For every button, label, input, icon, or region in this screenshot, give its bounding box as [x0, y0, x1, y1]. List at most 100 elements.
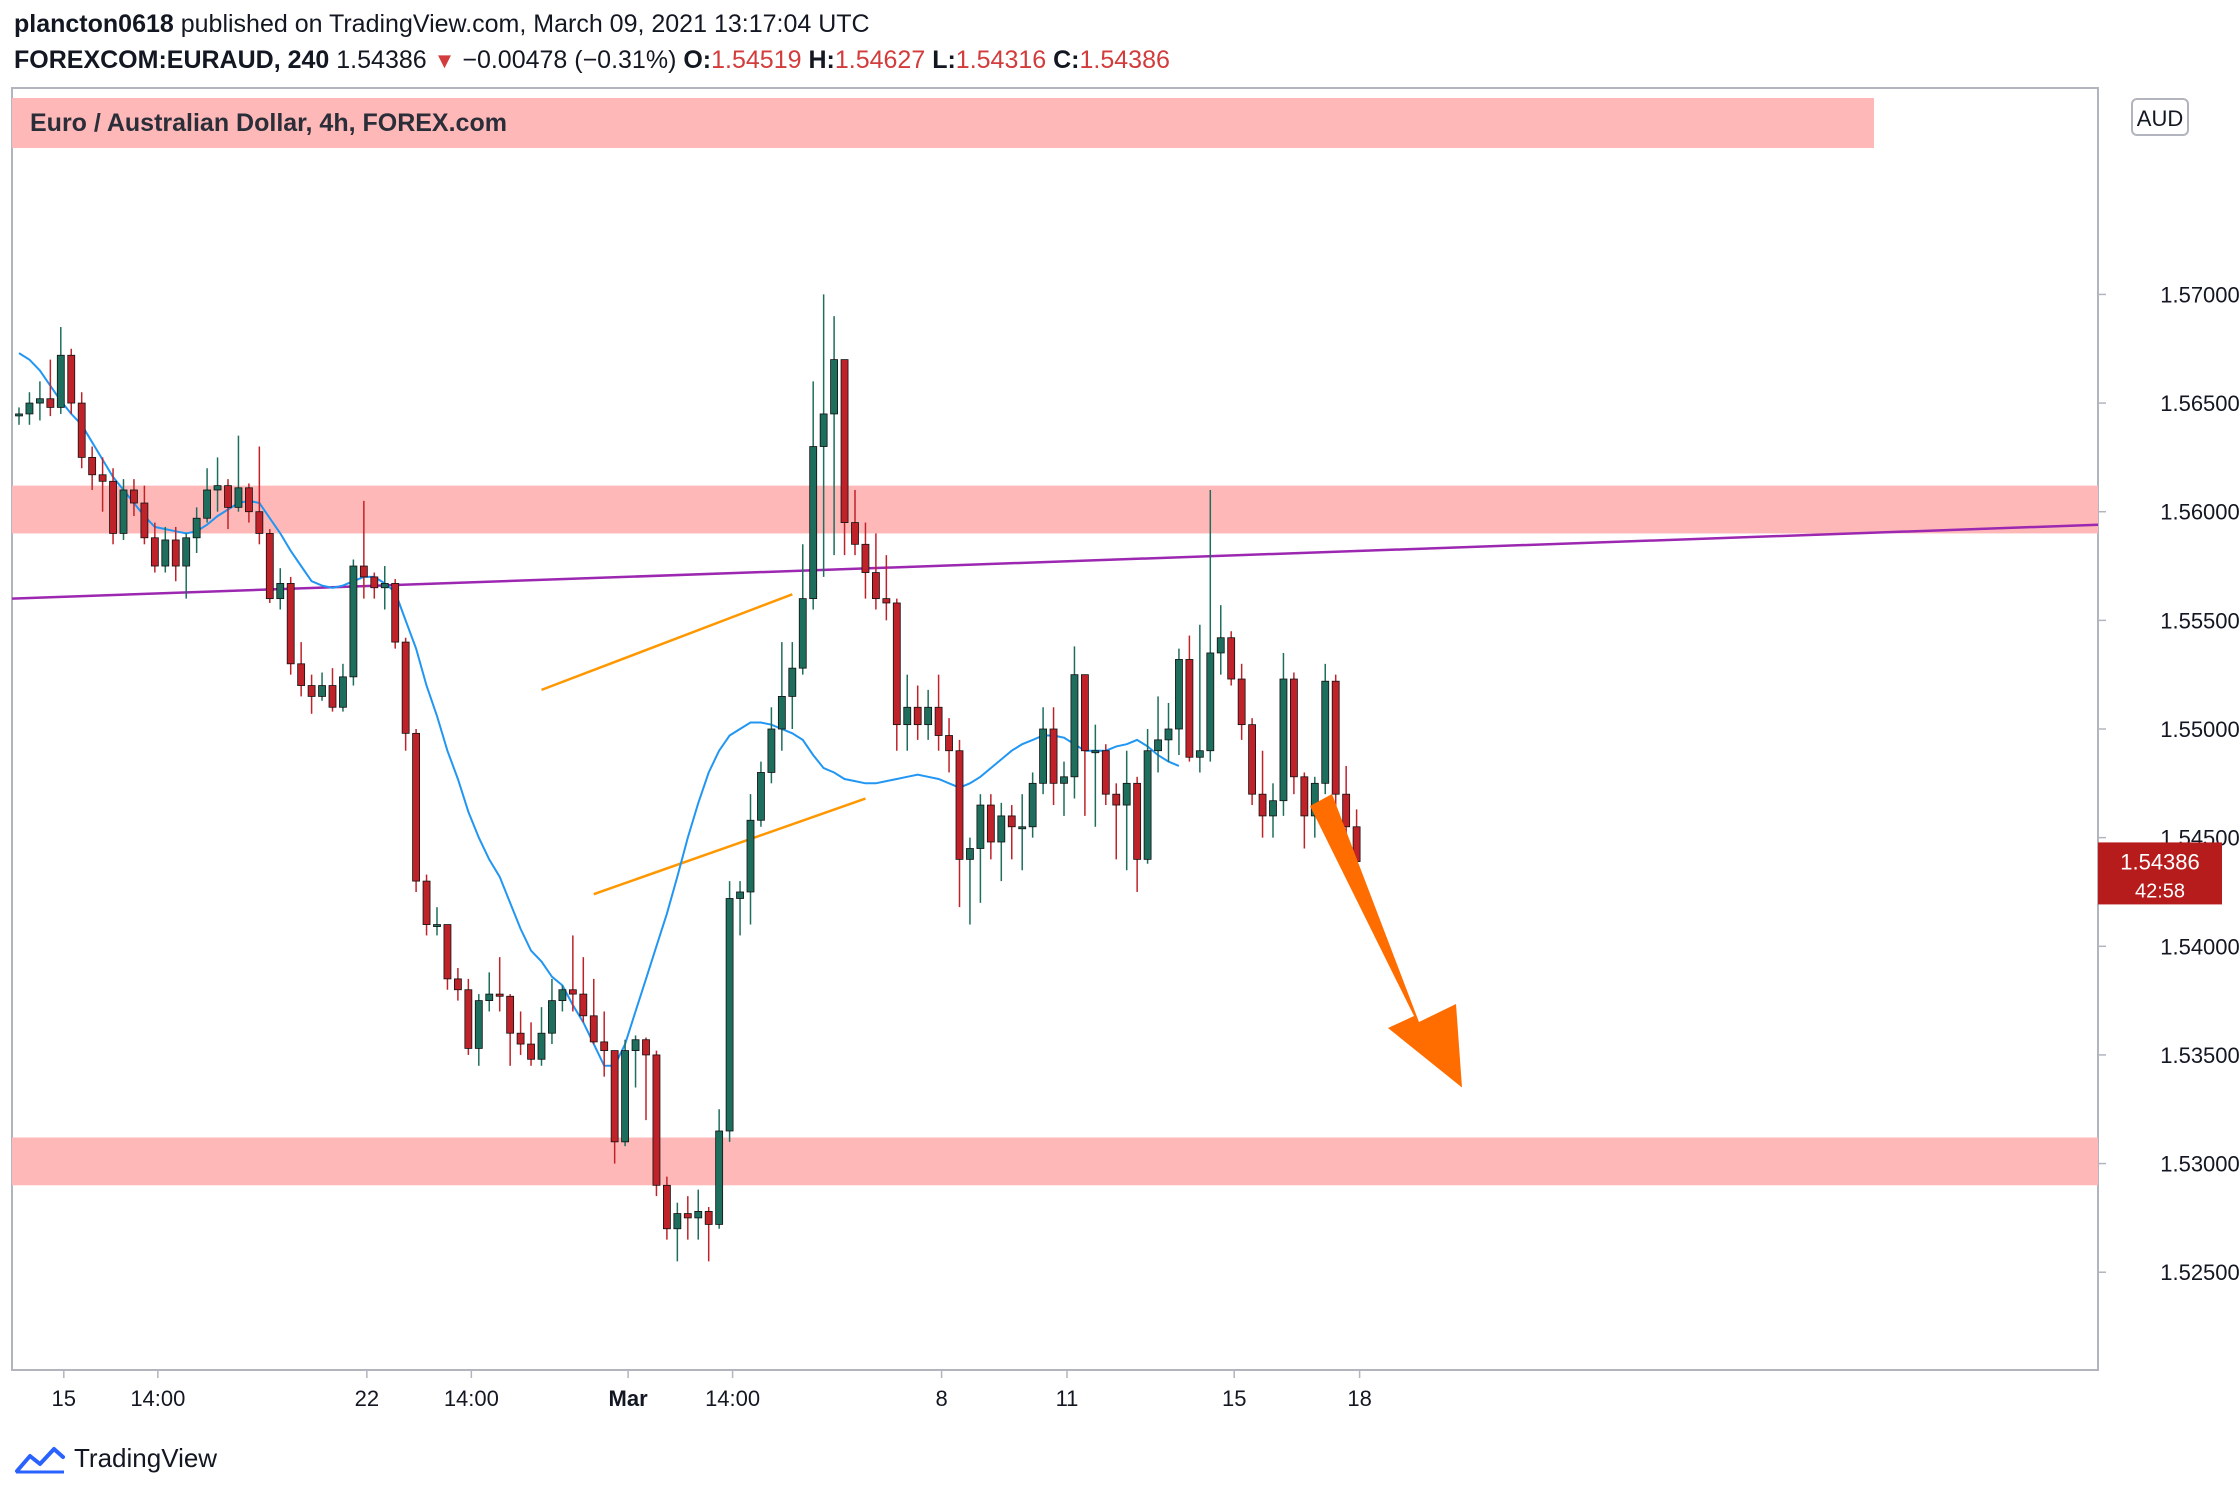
- candle-body: [642, 1039, 650, 1056]
- candle-body: [725, 898, 734, 1132]
- candle: [579, 957, 588, 1023]
- candle: [1112, 783, 1121, 860]
- candle-body: [892, 602, 901, 726]
- candle: [1195, 624, 1204, 773]
- candle: [589, 978, 598, 1045]
- y-tick-label: 1.55500: [2160, 608, 2240, 633]
- channel-upper-line: [541, 593, 793, 692]
- time-axis[interactable]: 15 14:00 22 14:00 Mar 14:00 8 11 15 18: [52, 1370, 1372, 1411]
- candle-body: [600, 1041, 609, 1051]
- candle: [1122, 750, 1131, 871]
- candle: [642, 1037, 650, 1121]
- candle-body: [203, 489, 212, 519]
- candle-body: [307, 685, 316, 697]
- candle-body: [1007, 815, 1016, 828]
- moving-average-line: [18, 352, 1180, 1067]
- candle-body: [788, 667, 797, 697]
- candle-body: [997, 815, 1006, 843]
- chart-title: Euro / Australian Dollar, 4h, FOREX.com: [30, 109, 507, 137]
- candle: [704, 1207, 713, 1262]
- candle-body: [255, 511, 264, 534]
- candle: [966, 837, 974, 925]
- candle: [453, 968, 462, 1001]
- chart-header: plancton0618 published on TradingView.co…: [14, 6, 1170, 79]
- candle-body: [1039, 728, 1047, 784]
- candle-body: [474, 1000, 483, 1049]
- currency-badge-label: AUD: [2137, 106, 2183, 131]
- candle-body: [746, 819, 755, 893]
- candle: [1101, 744, 1110, 806]
- candle: [872, 533, 880, 610]
- candle-body: [182, 537, 191, 567]
- candle-body: [589, 1015, 598, 1043]
- candle-body: [798, 598, 807, 669]
- currency-badge[interactable]: AUD: [2131, 98, 2189, 136]
- x-tick-label: 22: [355, 1386, 379, 1411]
- candle-body: [119, 489, 128, 534]
- candle: [203, 468, 212, 523]
- x-tick-label: 14:00: [705, 1386, 760, 1411]
- candle-body: [673, 1213, 682, 1230]
- candle-body: [527, 1043, 535, 1060]
- candle: [339, 663, 347, 712]
- candle: [1028, 772, 1037, 838]
- candle: [777, 642, 786, 751]
- candle-body: [422, 880, 431, 925]
- candle-body: [1342, 793, 1351, 828]
- symbol-label[interactable]: FOREXCOM:EURAUD, 240: [14, 46, 330, 74]
- high-value: 1.54627: [834, 46, 926, 74]
- candle: [1143, 729, 1152, 864]
- publisher-name[interactable]: plancton0618: [14, 10, 174, 38]
- tradingview-logo-icon: [15, 1446, 65, 1473]
- candle: [746, 794, 755, 925]
- candle-body: [1258, 793, 1267, 817]
- candle: [1258, 750, 1267, 838]
- candle: [140, 485, 149, 545]
- high-label: H:: [808, 46, 835, 74]
- candle: [297, 642, 306, 697]
- candle: [934, 674, 943, 751]
- candle-body: [1154, 739, 1162, 752]
- x-tick-label: 15: [1222, 1386, 1246, 1411]
- candle: [861, 522, 870, 599]
- price-axis[interactable]: 1.525001.530001.535001.540001.545001.550…: [2098, 282, 2240, 1285]
- candle: [568, 935, 577, 1012]
- candle: [328, 668, 337, 712]
- candle: [349, 559, 358, 686]
- arrow-annotation: [1310, 794, 1462, 1088]
- y-tick-label: 1.52500: [2160, 1260, 2240, 1285]
- candle-body: [736, 891, 744, 899]
- candle-body: [882, 598, 891, 604]
- candle-body: [297, 663, 306, 686]
- candle: [1091, 724, 1100, 827]
- resistance-zones: [12, 485, 2098, 1186]
- candle: [380, 566, 389, 610]
- candle: [1154, 696, 1162, 773]
- candle-body: [412, 732, 421, 882]
- candle-body: [1237, 678, 1246, 726]
- candle-body: [631, 1039, 640, 1051]
- candle-body: [339, 676, 347, 708]
- candle: [370, 572, 379, 599]
- y-tick-label: 1.53000: [2160, 1152, 2240, 1177]
- candle-body: [652, 1054, 661, 1186]
- candle-body: [1216, 637, 1225, 654]
- candle: [213, 457, 222, 512]
- candle: [88, 446, 97, 490]
- candle: [809, 381, 818, 610]
- candle-body: [244, 487, 253, 513]
- candle: [955, 739, 964, 908]
- candle: [851, 489, 859, 556]
- candle: [1237, 663, 1246, 740]
- candle-body: [830, 359, 838, 415]
- candle: [913, 685, 922, 740]
- footer-brand[interactable]: TradingView: [14, 1443, 217, 1474]
- candle-body: [15, 413, 23, 417]
- candle-body: [1248, 724, 1256, 795]
- candle-body: [88, 456, 97, 476]
- y-tick-label: 1.55000: [2160, 717, 2240, 742]
- candle: [506, 994, 515, 1066]
- candlestick-chart[interactable]: Euro / Australian Dollar, 4h, FOREX.com …: [0, 0, 2240, 1440]
- candle-body: [1112, 793, 1121, 806]
- candle-body: [757, 772, 765, 821]
